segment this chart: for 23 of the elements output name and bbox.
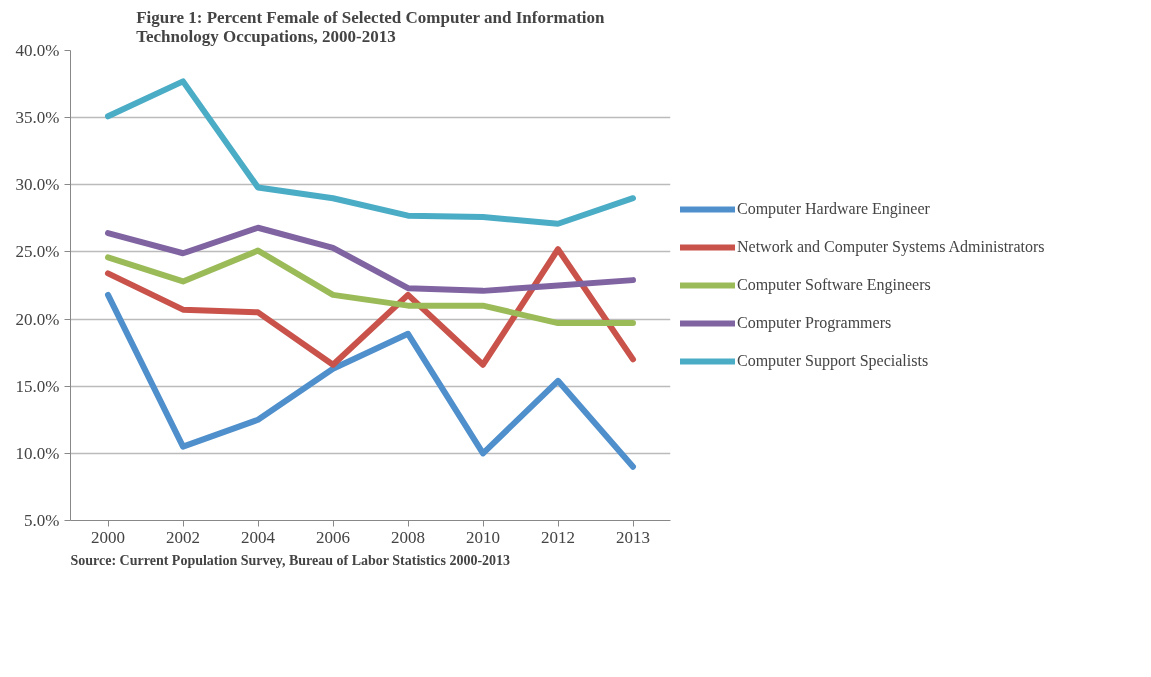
x-tick-label: 2000 [91, 527, 125, 547]
y-tick-label: 40.0% [15, 41, 60, 60]
y-tick-label: 10.0% [15, 443, 60, 463]
x-tick-label: 2013 [616, 527, 650, 547]
source-note: Source: Current Population Survey, Bureau of Labor Statistics 2000-2013 [70, 552, 511, 568]
legend-label: Computer Hardware Engineer [737, 200, 930, 218]
legend-label: Network and Computer Systems Administrators [737, 238, 1045, 256]
y-tick-label: 20.0% [15, 309, 60, 329]
y-tick-label: 25.0% [15, 242, 60, 262]
legend-label: Computer Programmers [737, 314, 892, 332]
x-tick-label: 2006 [316, 527, 350, 547]
legend-label: Computer Software Engineers [737, 276, 931, 294]
x-tick-label: 2004 [241, 527, 276, 547]
x-tick-label: 2012 [541, 527, 575, 547]
y-tick-label: 5.0% [24, 511, 60, 530]
legend-label: Computer Support Specialists [737, 352, 929, 370]
y-tick-label: 35.0% [15, 108, 60, 128]
x-tick-label: 2002 [166, 527, 200, 547]
y-tick-label: 15.0% [15, 376, 60, 396]
x-tick-label: 2008 [391, 527, 425, 547]
x-tick-label: 2010 [466, 527, 500, 547]
y-tick-label: 30.0% [15, 175, 60, 195]
chart-title: Figure 1: Percent Female of Selected Computer and Information Technology Occupations, 2000-2013 [136, 7, 606, 46]
